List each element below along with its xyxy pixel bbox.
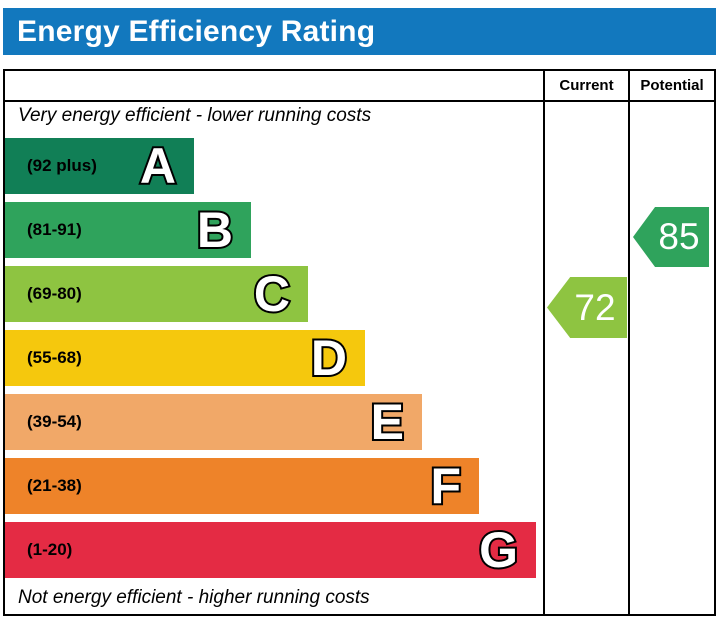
band-row-c: (69-80) C	[5, 266, 308, 322]
band-row-b: (81-91) B	[5, 202, 251, 258]
band-range-label: (1-20)	[27, 540, 73, 559]
band-range-label: (21-38)	[27, 476, 82, 495]
band-row-f: (21-38) F	[5, 458, 479, 514]
band-letter: B	[195, 202, 235, 258]
current-rating-pointer: 72	[547, 277, 627, 338]
header-row-divider	[5, 100, 714, 102]
potential-column-header: Potential	[640, 77, 704, 94]
band-letter: D	[309, 330, 349, 386]
band-range-label: (92 plus)	[27, 156, 97, 175]
band-range-label: (39-54)	[27, 412, 82, 431]
band-letter: F	[428, 458, 463, 514]
band-letter: A	[138, 138, 178, 194]
current-rating-value: 72	[574, 286, 616, 328]
band-range-label: (69-80)	[27, 284, 82, 303]
potential-column-divider	[628, 71, 630, 614]
band-row-a: (92 plus) A	[5, 138, 194, 194]
page-title: Energy Efficiency Rating	[17, 14, 376, 48]
title-bar: Energy Efficiency Rating	[3, 8, 716, 55]
band-row-d: (55-68) D	[5, 330, 365, 386]
current-column-header: Current	[559, 77, 614, 94]
bottom-caption: Not energy efficient - higher running co…	[18, 587, 370, 608]
band-row-e: (39-54) E	[5, 394, 422, 450]
band-letter: E	[369, 394, 406, 450]
epc-rating-chart: Current Potential Very energy efficient …	[3, 69, 716, 616]
potential-rating-pointer: 85	[633, 207, 709, 267]
band-range-label: (55-68)	[27, 348, 82, 367]
band-letter: G	[477, 522, 520, 578]
current-column-divider	[543, 71, 545, 614]
band-row-g: (1-20) G	[5, 522, 536, 578]
top-caption: Very energy efficient - lower running co…	[18, 105, 372, 126]
band-letter: C	[252, 266, 292, 322]
band-range-label: (81-91)	[27, 220, 82, 239]
potential-rating-value: 85	[658, 216, 700, 257]
